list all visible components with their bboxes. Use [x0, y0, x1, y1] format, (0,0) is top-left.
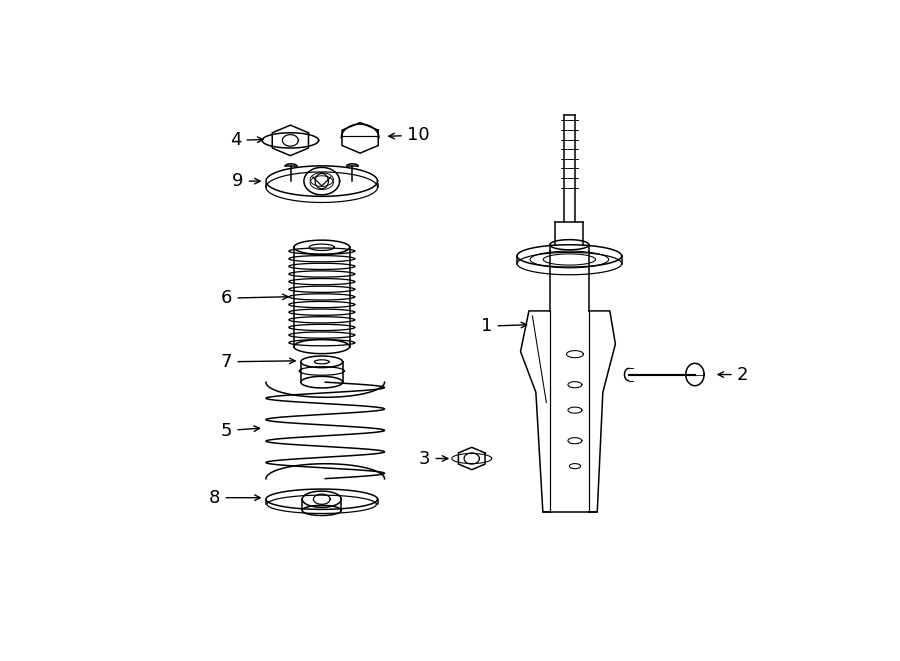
Text: 2: 2	[718, 366, 748, 383]
Text: 8: 8	[209, 488, 260, 507]
Text: 1: 1	[482, 317, 526, 335]
Text: 6: 6	[221, 289, 288, 307]
Text: 10: 10	[389, 126, 429, 144]
Text: 4: 4	[230, 132, 263, 149]
Text: 7: 7	[221, 353, 295, 371]
Text: 5: 5	[221, 422, 259, 440]
Text: 3: 3	[419, 449, 448, 467]
Text: 9: 9	[232, 172, 260, 190]
